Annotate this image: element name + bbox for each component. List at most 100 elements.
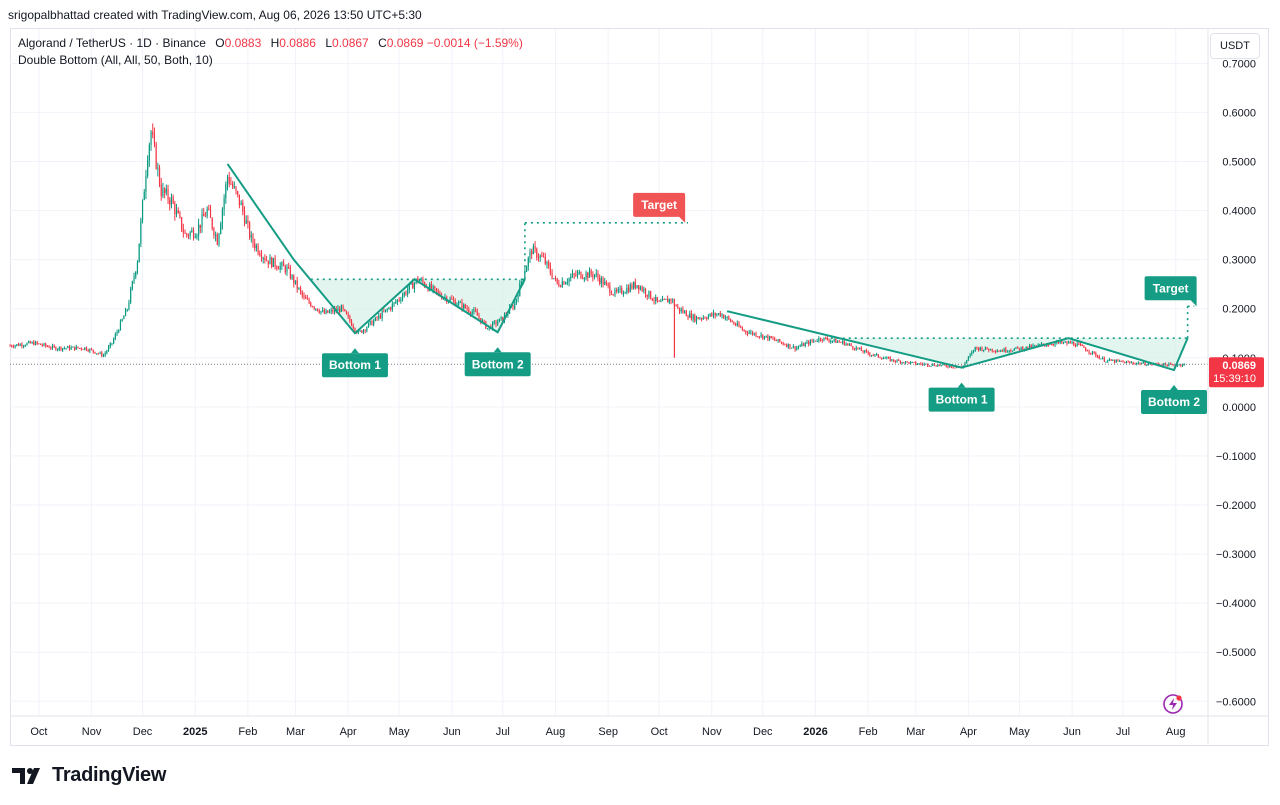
x-tick-label: Nov: [82, 726, 102, 738]
close-label: C: [378, 36, 387, 50]
candle-body: [908, 361, 910, 364]
tradingview-logo[interactable]: TradingView: [12, 764, 166, 787]
candle-body: [46, 345, 48, 347]
candle-body: [114, 334, 116, 339]
candle-body: [879, 357, 881, 359]
candle-body: [576, 272, 579, 276]
candle-body: [549, 266, 551, 274]
candle-body: [933, 364, 936, 366]
candle-body: [517, 296, 519, 300]
candle-body: [155, 143, 157, 169]
candle-body: [777, 339, 779, 341]
candle-body: [1003, 348, 1005, 352]
candle-body: [1122, 361, 1124, 363]
candle-body: [1039, 344, 1041, 346]
candle-body: [1079, 343, 1082, 346]
candle-body: [131, 281, 133, 290]
candle-body: [463, 304, 465, 309]
candle-body: [916, 364, 919, 366]
candle-body: [1163, 363, 1165, 366]
candle-body: [772, 338, 774, 340]
candle-body: [955, 367, 958, 369]
candle-body: [22, 345, 25, 347]
candle-body: [697, 317, 699, 320]
candle-body: [138, 243, 140, 263]
candle-body: [751, 331, 754, 335]
candle-body: [575, 274, 577, 276]
candle-body: [947, 366, 949, 368]
candle-body: [395, 302, 397, 304]
candle-body: [62, 348, 64, 350]
candle-body: [830, 340, 832, 342]
candle-body: [770, 336, 772, 339]
candle-body: [741, 327, 743, 330]
candle-body: [643, 289, 645, 291]
candle-body: [1001, 350, 1003, 352]
candle-body: [874, 354, 876, 356]
lightning-icon[interactable]: [1162, 693, 1184, 715]
candle-body: [804, 343, 806, 347]
candle-body: [60, 346, 62, 350]
candle-body: [483, 320, 485, 322]
candle-body: [571, 273, 574, 277]
candle-body: [449, 298, 451, 301]
x-tick-label: Dec: [133, 726, 153, 738]
candle-body: [719, 313, 721, 316]
candle-body: [729, 318, 732, 322]
x-tick-label: Jul: [1116, 726, 1130, 738]
candle-body: [158, 167, 161, 185]
candle-body: [1034, 345, 1036, 347]
candle-body: [1147, 363, 1150, 366]
currency-button[interactable]: USDT: [1210, 33, 1260, 59]
candle-body: [82, 349, 84, 351]
candle-body: [1032, 345, 1034, 348]
candle-body: [1180, 364, 1182, 366]
candle-body: [113, 338, 115, 344]
candle-body: [80, 348, 82, 350]
candle-body: [646, 294, 648, 297]
y-tick-label: −0.2000: [1216, 500, 1256, 512]
candle-body: [636, 285, 638, 288]
candle-body: [661, 298, 664, 302]
candle-body: [910, 362, 912, 364]
candle-body: [454, 300, 456, 306]
candle-body: [94, 351, 96, 354]
candle-body: [97, 353, 99, 355]
candle-body: [796, 347, 798, 350]
pattern-label-text: Bottom 2: [1148, 395, 1200, 409]
candle-body: [656, 297, 659, 301]
candle-body: [979, 347, 981, 351]
candle-body: [663, 298, 665, 300]
candle-body: [1074, 345, 1077, 347]
candle-body: [801, 343, 803, 346]
candle-body: [492, 322, 494, 329]
indicator-title[interactable]: Double Bottom (All, All, 50, Both, 10): [18, 53, 213, 67]
candle-body: [430, 284, 433, 290]
x-axis: Oct Nov Dec 2025 Feb Mar Apr May Jun Jul Aug Sep Oct…: [10, 715, 1269, 738]
candle-body: [373, 320, 375, 326]
candle-body: [230, 183, 232, 185]
candle-body: [378, 315, 380, 319]
candle-body: [403, 292, 405, 296]
candle-body: [72, 346, 74, 348]
candle-body: [881, 357, 883, 359]
candle-body: [512, 306, 514, 309]
candle-body: [342, 305, 344, 310]
candle-body: [864, 350, 866, 353]
candle-body: [243, 211, 246, 224]
candle-body: [896, 359, 898, 362]
candle-body: [818, 338, 820, 341]
candle-body: [34, 341, 37, 345]
candle-body: [792, 346, 794, 348]
candle-body: [216, 234, 218, 245]
candle-body: [930, 365, 932, 367]
candle-body: [831, 340, 834, 342]
open-value: 0.0883: [224, 36, 262, 50]
candle-body: [1078, 343, 1080, 345]
candle-body: [843, 341, 845, 346]
candle-body: [432, 286, 434, 290]
candle-body: [556, 278, 558, 284]
candle-body: [475, 309, 477, 312]
candle-body: [969, 354, 971, 357]
symbol-title[interactable]: Algorand / TetherUS · 1D · Binance: [18, 36, 206, 50]
